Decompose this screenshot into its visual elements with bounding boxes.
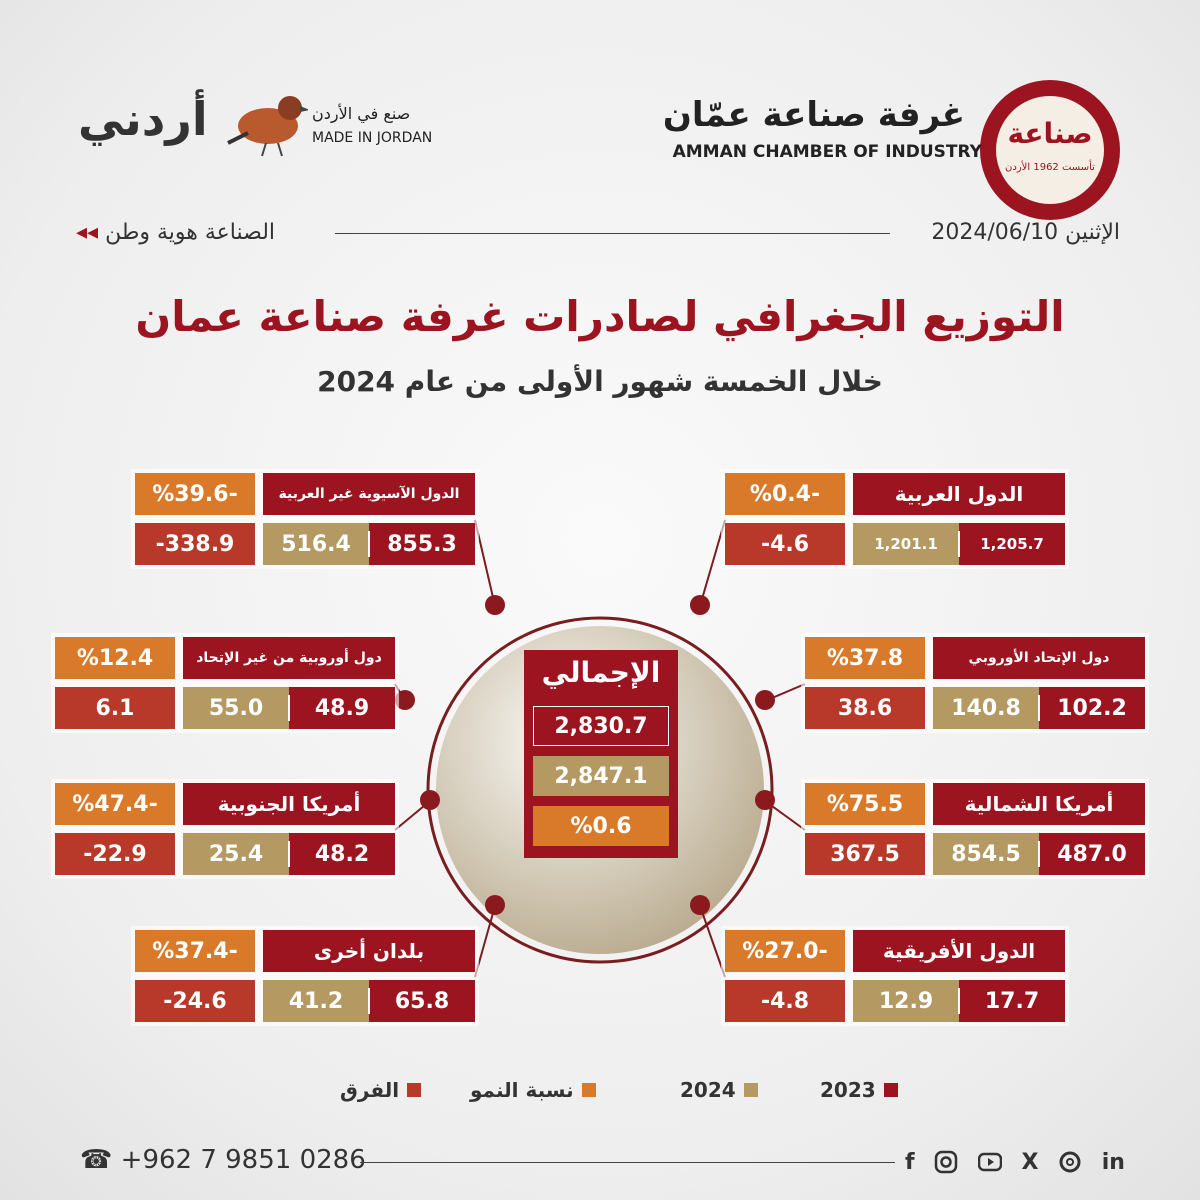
growth: %12.4 [55, 637, 175, 679]
growth: %39.6- [135, 473, 255, 515]
diff: -4.6 [725, 523, 845, 565]
region-name: الدول الآسيوية غير العربية [263, 473, 475, 515]
phone-number: +962 7 9851 0286 [120, 1145, 366, 1175]
youtube-icon [977, 1150, 1003, 1174]
connector-dot [690, 895, 710, 915]
diff: 6.1 [55, 687, 175, 729]
value-2024: 12.9 [853, 980, 959, 1022]
value-2024: 55.0 [183, 687, 289, 729]
value-2024: 140.8 [933, 687, 1039, 729]
logo-year: تأسست 1962 الأردن [1005, 159, 1095, 173]
separator [288, 695, 290, 721]
region-name: أمريكا الشمالية [933, 783, 1145, 825]
connector-dot [395, 690, 415, 710]
total-2024: 2,847.1 [533, 756, 669, 796]
legend-label: الفرق [340, 1078, 400, 1102]
title: التوزيع الجغرافي لصادرات غرفة صناعة عمان [135, 292, 1065, 341]
value-2023: 17.7 [959, 980, 1065, 1022]
slogan: الصناعة هوية وطن ◂◂ [76, 220, 276, 245]
brand: أردني [78, 92, 208, 146]
made-in-ar: صنع في الأردن [312, 104, 411, 123]
value-2024: 1,201.1 [853, 523, 959, 565]
logo: صناعة تأسست 1962 الأردن [980, 80, 1120, 220]
total-2023: 2,830.7 [533, 706, 669, 746]
separator [1038, 841, 1040, 867]
legend-swatch [743, 1083, 758, 1097]
x-icon: X [1021, 1149, 1039, 1175]
connector-dot [485, 595, 505, 615]
value-2023: 48.9 [289, 687, 395, 729]
region-name: دول أوروبية من غير الإتحاد [183, 637, 395, 679]
legend-label: 2024 [680, 1078, 736, 1102]
growth: %47.4- [55, 783, 175, 825]
diff: 367.5 [805, 833, 925, 875]
connector-dot [690, 595, 710, 615]
region-name: دول الإتحاد الأوروبي [933, 637, 1145, 679]
value-2023: 855.3 [369, 523, 475, 565]
growth: %75.5 [805, 783, 925, 825]
threads-icon [1058, 1150, 1082, 1174]
legend-label: نسبة النمو [470, 1078, 574, 1102]
connector-dot [420, 790, 440, 810]
value-2024: 516.4 [263, 523, 369, 565]
bird-icon [227, 96, 308, 157]
legend-item: 2024 [680, 1078, 758, 1102]
total-label: الإجمالي [541, 656, 661, 689]
value-2023: 487.0 [1039, 833, 1145, 875]
value-2023: 48.2 [289, 833, 395, 875]
value-2023: 1,205.7 [959, 523, 1065, 565]
diff: -338.9 [135, 523, 255, 565]
separator [1038, 695, 1040, 721]
legend-swatch [581, 1083, 596, 1097]
divider [360, 1162, 895, 1163]
legend-swatch [407, 1083, 422, 1097]
date: الإثنين 2024/06/10 [931, 220, 1120, 245]
growth: %37.8 [805, 637, 925, 679]
legend-item: نسبة النمو [470, 1078, 596, 1102]
separator [368, 531, 370, 557]
divider [335, 233, 890, 234]
subtitle: خلال الخمسة شهور الأولى من عام 2024 [317, 365, 883, 398]
value-2024: 25.4 [183, 833, 289, 875]
value-2024: 41.2 [263, 980, 369, 1022]
legend-swatch [883, 1083, 898, 1097]
region-name: الدول الأفريقية [853, 930, 1065, 972]
chamber-name-en: AMMAN CHAMBER OF INDUSTRY [672, 142, 982, 162]
made-in-en: MADE IN JORDAN [312, 130, 433, 146]
instagram-icon [934, 1150, 958, 1174]
diff: 38.6 [805, 687, 925, 729]
growth: %27.0- [725, 930, 845, 972]
value-2023: 102.2 [1039, 687, 1145, 729]
separator [958, 531, 960, 557]
separator [368, 988, 370, 1014]
diff: -4.8 [725, 980, 845, 1022]
region-name: بلدان أخرى [263, 930, 475, 972]
growth: %0.4- [725, 473, 845, 515]
total-growth: %0.6 [533, 806, 669, 846]
legend-item: 2023 [820, 1078, 898, 1102]
growth: %37.4- [135, 930, 255, 972]
legend-item: الفرق [340, 1078, 422, 1102]
logo-text: صناعة [1007, 117, 1092, 150]
connector-dot [755, 790, 775, 810]
phone: ☎ +962 7 9851 0286 [80, 1145, 366, 1175]
chamber-name-ar: غرفة صناعة عمّان [662, 95, 965, 135]
value-2023: 65.8 [369, 980, 475, 1022]
legend-label: 2023 [820, 1078, 876, 1102]
slogan-text: الصناعة هوية وطن [105, 220, 276, 245]
connector-dot [485, 895, 505, 915]
facebook-icon: f [905, 1149, 915, 1175]
linkedin-icon: in [1101, 1149, 1125, 1175]
separator [288, 841, 290, 867]
diff: -22.9 [55, 833, 175, 875]
region-name: الدول العربية [853, 473, 1065, 515]
value-2024: 854.5 [933, 833, 1039, 875]
diff: -24.6 [135, 980, 255, 1022]
separator [958, 988, 960, 1014]
connector-dot [755, 690, 775, 710]
region-name: أمريكا الجنوبية [183, 783, 395, 825]
legend: 2023 2024 نسبة النمو الفرق [340, 1078, 898, 1108]
